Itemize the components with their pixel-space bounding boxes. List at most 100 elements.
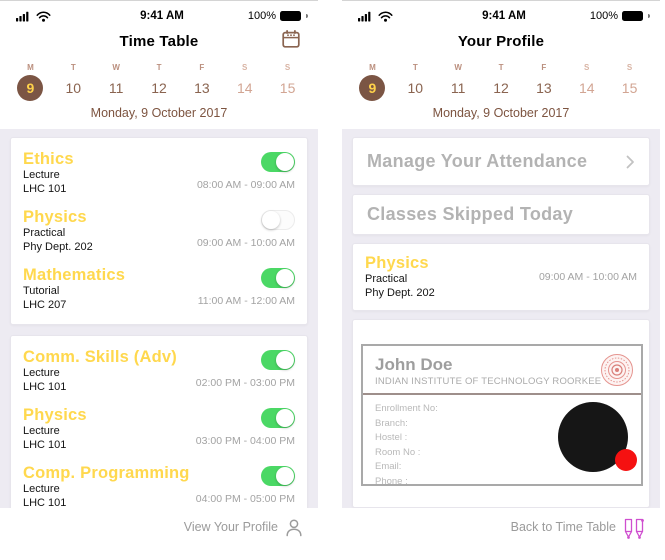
- session-row: Physics Lecture LHC 101 03:00 PM - 04:00…: [23, 400, 295, 458]
- selected-date: 9: [17, 74, 44, 101]
- pencils-icon: [624, 518, 644, 539]
- field-branch: Branch:: [375, 417, 408, 429]
- nav-header: Your Profile: [342, 25, 660, 57]
- institute-name: INDIAN INSTITUTE OF TECHNOLOGY ROORKEE: [375, 376, 602, 387]
- toggle-knob: [276, 351, 294, 369]
- id-card-divider: [363, 393, 641, 395]
- session-time: 03:00 PM - 04:00 PM: [195, 435, 295, 447]
- morning-sessions-card: Ethics Lecture LHC 101 08:00 AM - 09:00 …: [10, 137, 308, 325]
- week-day-thu[interactable]: T 12: [151, 63, 167, 96]
- institute-seal-icon: [600, 353, 634, 392]
- attendance-toggle[interactable]: [261, 408, 295, 428]
- week-day-fri[interactable]: F 13: [194, 63, 210, 96]
- skipped-session-card: Physics Practical Phy Dept. 202 09:00 AM…: [352, 243, 650, 311]
- timetable-list: Ethics Lecture LHC 101 08:00 AM - 09:00 …: [0, 129, 318, 508]
- student-name: John Doe: [375, 355, 453, 374]
- calendar-icon: [282, 30, 300, 48]
- classes-skipped-card: Classes Skipped Today: [352, 194, 650, 235]
- field-enrollment: Enrollment No:: [375, 403, 438, 414]
- course-type: Lecture: [23, 425, 60, 437]
- course-name: Comm. Skills (Adv): [23, 348, 177, 366]
- session-time: 11:00 AM - 12:00 AM: [197, 295, 295, 307]
- toggle-knob: [276, 269, 294, 287]
- attendance-toggle[interactable]: [261, 350, 295, 370]
- week-day-fri[interactable]: F 13: [536, 63, 552, 96]
- session-row: Ethics Lecture LHC 101 08:00 AM - 09:00 …: [23, 144, 295, 202]
- session-row: Physics Practical Phy Dept. 202 09:00 AM…: [23, 202, 295, 260]
- course-name: Comp. Programming: [23, 464, 190, 482]
- status-time: 9:41 AM: [140, 10, 184, 22]
- course-type: Practical: [23, 227, 66, 239]
- status-bar: 9:41 AM 100%: [342, 1, 660, 25]
- week-day-thu[interactable]: T 12: [493, 63, 509, 96]
- course-room: Phy Dept. 202: [23, 240, 93, 253]
- session-time: 09:00 AM - 10:00 AM: [538, 271, 637, 283]
- wifi-icon: [36, 10, 51, 22]
- week-day-tue[interactable]: T 10: [407, 63, 424, 96]
- cell-signal-icon: [358, 11, 371, 21]
- toggle-knob: [276, 467, 294, 485]
- attendance-toggle[interactable]: [261, 268, 295, 288]
- course-type: Lecture: [23, 483, 60, 495]
- field-hostel: Hostel :: [375, 432, 408, 443]
- red-badge-circle: [615, 449, 637, 471]
- person-icon: [286, 519, 302, 537]
- status-time: 9:41 AM: [482, 10, 526, 22]
- current-date-label: Monday, 9 October 2017: [90, 106, 228, 120]
- attendance-toggle[interactable]: [261, 210, 295, 230]
- session-time: 09:00 AM - 10:00 AM: [196, 237, 295, 249]
- id-card-panel: John Doe INDIAN INSTITUTE OF TECHNOLOGY …: [352, 319, 650, 508]
- week-day-wed[interactable]: W 11: [108, 63, 124, 96]
- nav-header: Time Table: [0, 25, 318, 57]
- battery-tip: [648, 14, 650, 18]
- field-room: Room No :: [375, 446, 421, 458]
- week-day-sun[interactable]: S 15: [279, 63, 296, 96]
- session-time: 08:00 AM - 09:00 AM: [196, 179, 295, 191]
- battery-percent: 100%: [247, 10, 276, 22]
- page-title: Time Table: [119, 32, 199, 50]
- toggle-knob: [276, 153, 294, 171]
- field-email: Email:: [375, 461, 402, 472]
- course-room: LHC 207: [23, 298, 67, 311]
- attendance-toggle[interactable]: [261, 152, 295, 172]
- afternoon-sessions-card: Comm. Skills (Adv) Lecture LHC 101 02:00…: [10, 335, 308, 508]
- course-room: LHC 101: [23, 496, 67, 509]
- manage-attendance-button[interactable]: Manage Your Attendance: [352, 137, 650, 186]
- wifi-icon: [378, 10, 393, 22]
- course-room: LHC 101: [23, 182, 67, 195]
- back-to-timetable-link[interactable]: Back to Time Table: [511, 517, 646, 541]
- session-row: Physics Practical Phy Dept. 202 09:00 AM…: [365, 248, 637, 306]
- week-day-sun[interactable]: S 15: [621, 63, 638, 96]
- profile-content: Manage Your Attendance Classes Skipped T…: [342, 129, 660, 508]
- calendar-button[interactable]: [280, 29, 302, 51]
- course-name: Physics: [23, 208, 87, 226]
- current-date-label: Monday, 9 October 2017: [432, 106, 570, 120]
- toggle-knob: [262, 211, 280, 229]
- profile-footer: Back to Time Table: [342, 508, 660, 560]
- course-type: Lecture: [23, 169, 60, 181]
- week-day-sat[interactable]: S 14: [578, 63, 595, 96]
- week-day-wed[interactable]: W 11: [450, 63, 466, 96]
- course-type: Lecture: [23, 367, 60, 379]
- course-room: Phy Dept. 202: [365, 286, 435, 299]
- course-room: LHC 101: [23, 380, 67, 393]
- student-id-card: John Doe INDIAN INSTITUTE OF TECHNOLOGY …: [361, 344, 643, 489]
- week-day-tue[interactable]: T 10: [65, 63, 82, 96]
- status-bar: 9:41 AM 100%: [0, 1, 318, 25]
- back-to-timetable-label: Back to Time Table: [510, 520, 616, 534]
- course-type: Practical: [365, 273, 408, 285]
- session-row: Comm. Skills (Adv) Lecture LHC 101 02:00…: [23, 342, 295, 400]
- chevron-right-icon: [626, 155, 634, 168]
- view-profile-label: View Your Profile: [183, 520, 278, 534]
- attendance-toggle[interactable]: [261, 466, 295, 486]
- session-row: Mathematics Tutorial LHC 207 11:00 AM - …: [23, 260, 295, 318]
- field-phone: Phone :: [375, 475, 408, 487]
- id-fields: Enrollment No: Branch: Hostel : Room No …: [375, 395, 629, 489]
- week-day-sat[interactable]: S 14: [236, 63, 253, 96]
- view-profile-link[interactable]: View Your Profile: [184, 517, 304, 538]
